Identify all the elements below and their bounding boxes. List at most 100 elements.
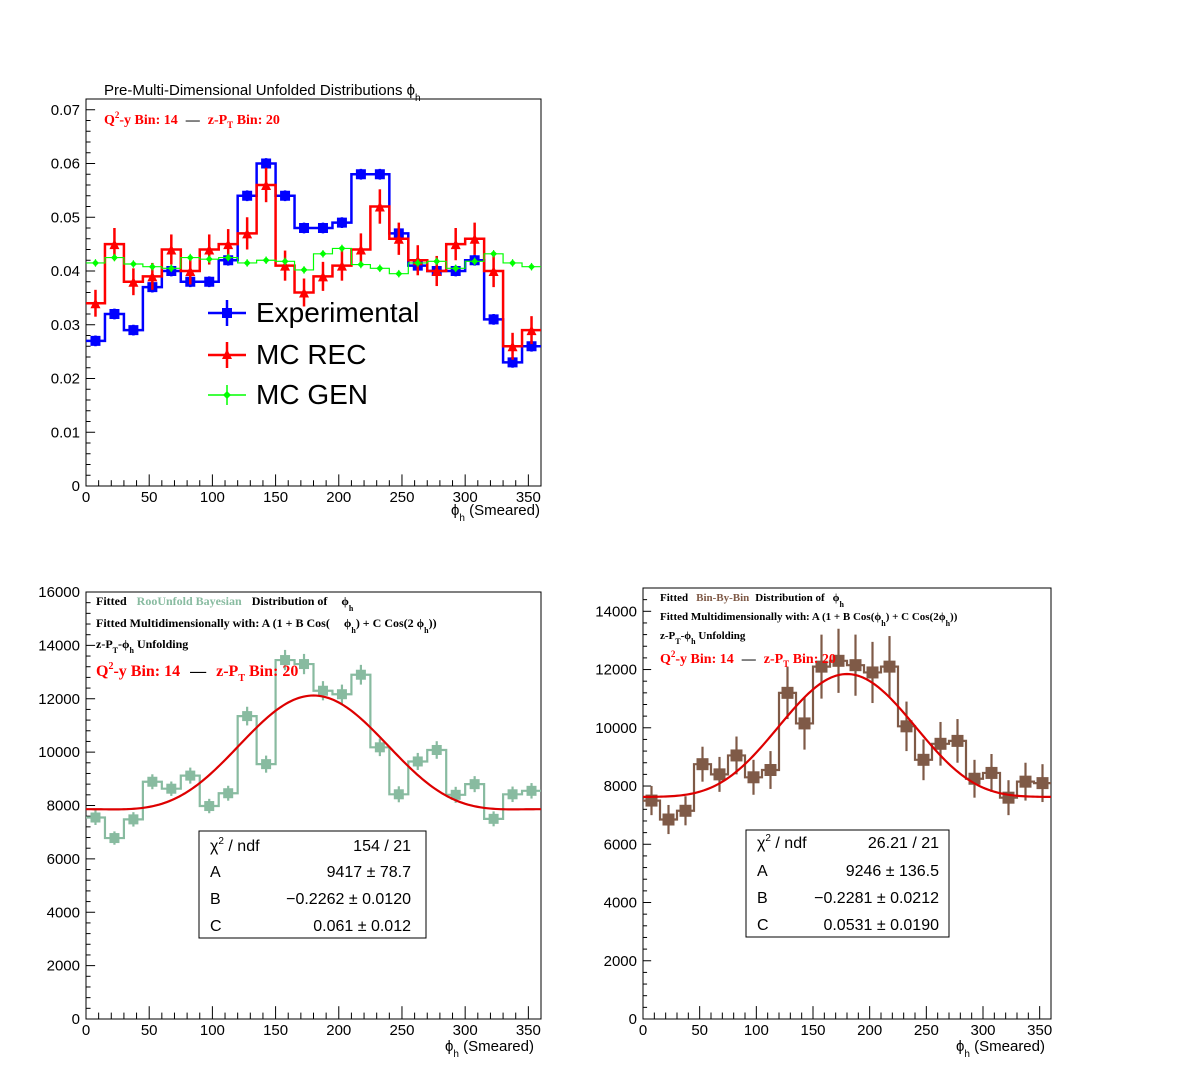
fit-stats-box: χ2 / ndf 154 / 21 A 9417 ± 78.7 B −0.226…	[198, 830, 427, 939]
data-point	[849, 659, 862, 672]
stat-a-label: A	[757, 863, 768, 880]
chart-title: Pre-Multi-Dimensional Unfolded Distribut…	[104, 82, 421, 104]
x-tick-label: 150	[800, 1022, 825, 1039]
y-tick-label: 14000	[38, 637, 80, 654]
data-point	[662, 813, 675, 826]
y-tick-label: 0.06	[51, 156, 80, 173]
data-point	[128, 325, 139, 336]
data-point	[336, 260, 347, 271]
x-tick-label: 100	[200, 489, 225, 506]
fit-title-line-1: Fitted RooUnfold Bayesian Distribution of ϕ…	[96, 594, 354, 613]
stat-b-value: −0.2262 ± 0.0120	[286, 891, 411, 908]
data-point	[832, 654, 845, 667]
data-point	[166, 244, 177, 255]
data-point	[336, 689, 347, 700]
data-point	[507, 341, 518, 352]
y-tick-label: 6000	[47, 851, 80, 868]
legend-label-mc-rec: MC REC	[256, 339, 366, 370]
data-point	[147, 271, 158, 282]
x-tick-label: 250	[389, 489, 414, 506]
data-point	[431, 266, 442, 276]
fit-stats-box: χ2 / ndf 26.21 / 21 A 9246 ± 136.5 B −0.…	[745, 829, 950, 938]
data-point	[469, 779, 480, 790]
y-tick-label: 0.03	[51, 317, 80, 334]
stat-chi2-label: χ2 / ndf	[210, 836, 260, 855]
x-axis-label: ϕh (Smeared)	[956, 1038, 1045, 1060]
data-point	[204, 276, 215, 287]
x-tick-label: 200	[326, 489, 351, 506]
data-point	[452, 264, 460, 272]
data-point	[431, 744, 442, 755]
y-tick-label: 0.07	[51, 102, 80, 119]
data-point	[781, 686, 794, 699]
histogram-line-2	[86, 247, 541, 275]
stats-box-frame	[198, 830, 427, 939]
data-point	[526, 785, 537, 796]
data-point	[412, 756, 423, 767]
fit-title-line-2: Fitted Multidimensionally with: A (1 + B…	[660, 611, 958, 628]
data-point	[109, 239, 120, 250]
histogram-line-0	[86, 658, 541, 840]
fit-title-line-2: Fitted Multidimensionally with: A (1 + B…	[96, 616, 437, 635]
data-point	[261, 158, 272, 169]
stat-chi2-label: χ2 / ndf	[757, 833, 807, 852]
data-point	[917, 753, 930, 766]
legend-label-experimental: Experimental	[256, 297, 419, 328]
data-point	[224, 254, 232, 262]
stats-box-frame	[745, 829, 950, 938]
data-point	[128, 276, 139, 287]
x-tick-label: 350	[516, 1022, 541, 1039]
data-point	[934, 737, 947, 750]
data-point	[883, 660, 896, 673]
data-point	[374, 201, 385, 212]
panel-bottom-right: 0 50 100 150 200 250 300 350 0 2000 4000 6000 8000 10…	[595, 587, 1052, 1060]
data-point	[281, 257, 289, 265]
stat-c-value: 0.0531 ± 0.0190	[823, 917, 939, 934]
x-axis-label: ϕh (Smeared)	[451, 502, 540, 524]
stat-c-value: 0.061 ± 0.012	[313, 918, 411, 935]
data-point	[1036, 777, 1049, 790]
data-point	[147, 776, 158, 787]
legend-marker-mc-rec	[222, 349, 232, 359]
data-point	[374, 742, 385, 753]
x-tick-label: 250	[389, 1022, 414, 1039]
stat-a-value: 9417 ± 78.7	[327, 864, 412, 881]
data-point	[128, 814, 139, 825]
data-point	[90, 812, 101, 823]
x-tick-label: 350	[516, 489, 541, 506]
x-tick-label: 50	[691, 1022, 708, 1039]
data-point	[280, 260, 291, 271]
y-tick-label: 0.04	[51, 263, 80, 280]
data-point	[696, 758, 709, 771]
stat-c-label: C	[757, 917, 769, 934]
y-tick-label: 2000	[47, 958, 80, 975]
data-point	[90, 335, 101, 346]
data-point	[490, 250, 498, 258]
data-point	[355, 244, 366, 255]
fit-curve	[85, 694, 542, 811]
data-point	[747, 771, 760, 784]
x-tick-label: 200	[857, 1022, 882, 1039]
data-marks	[86, 158, 541, 368]
data-point	[395, 270, 403, 278]
data-point	[300, 266, 308, 274]
data-point	[317, 271, 328, 282]
axes: 0 50 100 150 200 250 300 350 0 2000 4000 6000 8000 10…	[38, 584, 542, 1039]
data-point	[900, 720, 913, 733]
data-point	[242, 711, 253, 722]
x-tick-label: 250	[914, 1022, 939, 1039]
data-point	[471, 257, 479, 265]
data-point	[205, 255, 213, 263]
data-point	[280, 190, 291, 201]
data-point	[414, 259, 422, 267]
stat-b-value: −0.2281 ± 0.0212	[814, 890, 939, 907]
y-tick-label: 0.05	[51, 209, 80, 226]
stat-b-label: B	[210, 891, 221, 908]
x-axis-label: ϕh (Smeared)	[445, 1038, 534, 1060]
data-point	[526, 341, 537, 352]
data-point	[488, 314, 499, 325]
x-tick-label: 0	[639, 1022, 647, 1039]
x-tick-label: 150	[263, 1022, 288, 1039]
legend-marker-mc-gen	[223, 391, 231, 399]
